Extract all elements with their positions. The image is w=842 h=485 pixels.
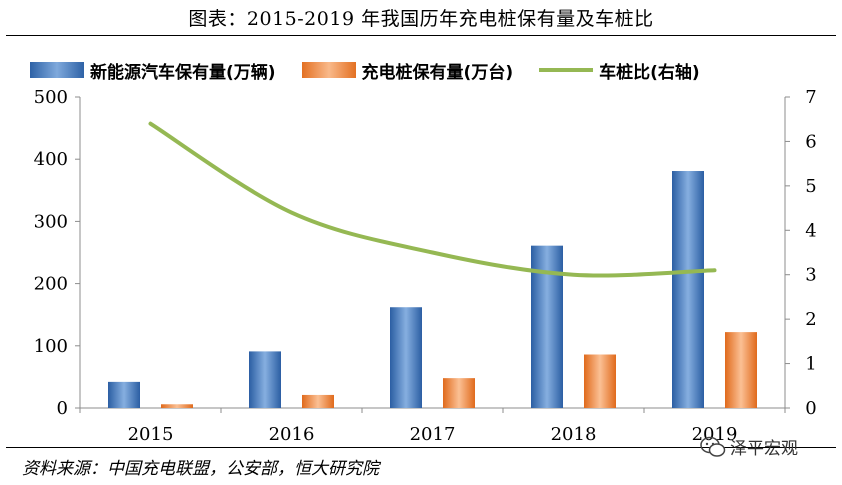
y-right-tick-label: 3 [805,265,816,286]
y-right-tick-label: 0 [805,398,816,419]
legend-item-ev: 新能源汽车保有量(万辆) [30,58,276,83]
legend-label-ev: 新能源汽车保有量(万辆) [90,62,276,83]
bar-ev [672,171,704,408]
ratio-line [148,121,717,278]
y-left-tick-label: 400 [34,149,68,170]
y-right-tick-label: 2 [805,309,816,330]
x-tick-label: 2017 [410,424,456,445]
source-divider [6,447,836,448]
legend-item-charger: 充电桩保有量(万台) [301,58,514,83]
source-note: 资料来源：中国充电联盟，公安部，恒大研究院 [22,459,379,479]
bar-charger [161,404,193,408]
legend-swatch-charger [301,62,356,78]
bar-charger [443,378,475,408]
y-left-tick-label: 100 [34,336,68,357]
legend: 新能源汽车保有量(万辆) 充电桩保有量(万台) 车桩比(右轴) [30,58,726,83]
x-tick-label: 2016 [269,424,315,445]
y-right-tick-label: 6 [805,131,816,152]
y-right-tick-label: 4 [805,220,816,241]
bar-charger [584,354,616,408]
watermark-text: 泽平宏观 [730,439,798,459]
bar-charger [725,332,757,408]
bar-ev [390,307,422,408]
wechat-icon [700,436,726,457]
y-left-tick-label: 0 [57,398,68,419]
bar-ev [108,381,140,408]
legend-swatch-ratio [539,68,594,72]
legend-label-charger: 充电桩保有量(万台) [361,62,514,83]
y-left-tick-label: 500 [34,87,68,108]
y-right-tick-label: 5 [805,176,816,197]
legend-swatch-ev [30,62,84,78]
legend-item-ratio: 车桩比(右轴) [539,58,700,83]
chart-title: 图表：2015-2019 年我国历年充电桩保有量及车桩比 [188,8,654,30]
y-right-tick-label: 1 [805,354,816,375]
y-left-tick-label: 200 [34,274,68,295]
bar-ev [249,351,281,408]
y-right-tick-label: 7 [805,87,816,108]
legend-label-ratio: 车桩比(右轴) [599,62,700,83]
x-tick-label: 2015 [128,424,174,445]
watermark: 泽平宏观 [700,434,798,459]
title-divider [6,35,836,36]
bar-charger [302,394,334,408]
x-tick-label: 2018 [551,424,597,445]
y-left-tick-label: 300 [34,211,68,232]
